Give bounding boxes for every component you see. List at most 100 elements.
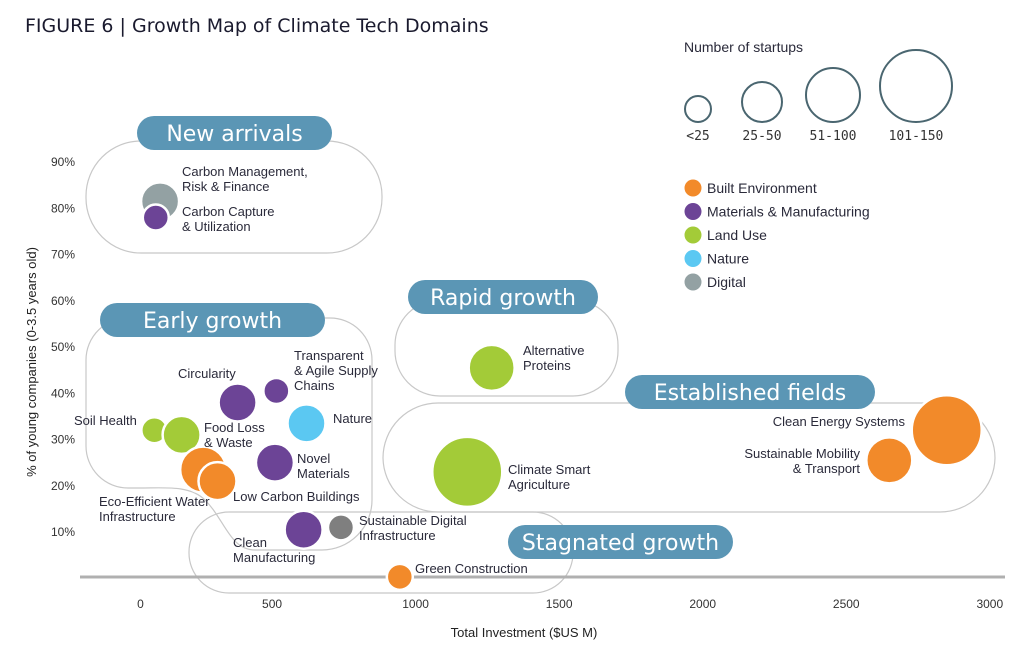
y-tick-label: 70%	[51, 248, 75, 262]
bubble-label-line: & Transport	[793, 461, 861, 476]
x-tick-label: 2000	[689, 597, 716, 611]
bubble-clean-manufacturing	[283, 509, 324, 550]
bubble-label: Low Carbon Buildings	[233, 489, 360, 504]
bubble-label-line: & Agile Supply	[294, 363, 378, 378]
bubble-label-line: Proteins	[523, 358, 571, 373]
group-pill-1	[100, 303, 325, 337]
bubble-label-line: Novel	[297, 451, 330, 466]
bubble-label: Clean Manufacturing	[233, 535, 315, 565]
x-tick-label: 0	[137, 597, 144, 611]
bubble-label-line: Manufacturing	[233, 550, 315, 565]
group-pill-3	[625, 375, 875, 409]
bubble-sustainable-mobility-transport	[865, 436, 914, 485]
legend-swatch	[684, 226, 702, 244]
legend-label: Digital	[707, 274, 746, 290]
legend-label: Materials & Manufacturing	[707, 204, 870, 220]
bubble-label: Carbon Management, Risk & Finance	[182, 164, 308, 194]
bubble-label: Alternative Proteins	[523, 343, 584, 373]
bubble-label-line: Low Carbon Buildings	[233, 489, 360, 504]
y-tick-label: 90%	[51, 155, 75, 169]
bubble-label: Circularity	[178, 366, 236, 381]
group-pill-2	[408, 280, 598, 314]
y-tick-label: 80%	[51, 201, 75, 215]
bubble-label: Food Loss & Waste	[204, 420, 265, 450]
bubble-label: Eco-Efficient Water Infrastructure	[99, 494, 210, 524]
group-outline-2	[394, 299, 619, 397]
x-tick-label: 1000	[402, 597, 429, 611]
bubble-label-line: Sustainable Mobility	[744, 446, 860, 461]
bubble-label-line: Nature	[333, 411, 372, 426]
bubble-label-line: Carbon Capture	[182, 204, 275, 219]
group-outline-3	[382, 402, 996, 513]
bubble-label: Transparent & Agile Supply Chains	[294, 348, 378, 393]
bubble-label-line: Clean Energy Systems	[773, 414, 906, 429]
bubble-alternative-proteins	[467, 343, 516, 393]
bubble-green-construction	[385, 562, 415, 592]
bubble-novel-materials	[254, 442, 296, 483]
group-label: Stagnated growth	[522, 531, 719, 556]
group-pill-4	[508, 525, 733, 559]
bubble-label-line: & Waste	[204, 435, 253, 450]
bubble-label-line: Food Loss	[204, 420, 265, 435]
figure-title: FIGURE 6 | Growth Map of Climate Tech Do…	[25, 15, 489, 37]
size-legend-circle	[805, 67, 861, 123]
size-legend-circle	[684, 95, 712, 123]
bubble-label-line: Green Construction	[415, 561, 528, 576]
bubble-label: Sustainable Digital Infrastructure	[359, 513, 467, 543]
y-tick-label: 50%	[51, 340, 75, 354]
bubble-label-line: Eco-Efficient Water	[99, 494, 210, 509]
x-tick-label: 3000	[976, 597, 1003, 611]
bubble-label-line: Climate Smart	[508, 462, 591, 477]
size-legend-label: 101-150	[889, 129, 944, 144]
y-tick-label: 30%	[51, 433, 75, 447]
x-tick-label: 500	[262, 597, 282, 611]
group-label: Early growth	[143, 309, 282, 334]
x-tick-label: 1500	[546, 597, 573, 611]
y-axis-title: % of young companies (0-3.5 years old)	[24, 247, 39, 477]
bubble-carbon-capture-utilization	[141, 203, 171, 232]
bubble-label: Climate Smart Agriculture	[508, 462, 591, 492]
bubble-label: Nature	[333, 411, 372, 426]
size-legend-circle	[879, 49, 953, 123]
x-tick-label: 2500	[833, 597, 860, 611]
size-legend-title: Number of startups	[684, 39, 803, 55]
size-legend-label: 51-100	[810, 129, 857, 144]
bubble-clean-energy-systems	[910, 394, 983, 467]
bubble-label: Clean Energy Systems	[773, 414, 906, 429]
bubble-label: Soil Health	[74, 413, 137, 428]
group-label: New arrivals	[166, 122, 302, 147]
bubble-low-carbon-buildings	[197, 460, 238, 502]
bubble-label-line: Risk & Finance	[182, 179, 269, 194]
bubble-label-line: Soil Health	[74, 413, 137, 428]
bubble-label: Novel Materials	[297, 451, 350, 481]
size-legend-circle	[741, 81, 783, 123]
y-tick-label: 20%	[51, 479, 75, 493]
bubble-label: Green Construction	[415, 561, 528, 576]
group-outline-1	[85, 317, 373, 551]
bubble-circularity	[217, 382, 258, 423]
bubble-transparent-agile-supply-chains	[262, 376, 291, 406]
legend-swatch	[684, 203, 702, 220]
y-tick-label: 60%	[51, 294, 75, 308]
bubble-label-line: Agriculture	[508, 477, 570, 492]
bubble-label-line: Circularity	[178, 366, 236, 381]
legend-label: Built Environment	[707, 180, 817, 196]
group-label: Rapid growth	[430, 286, 576, 311]
bubble-nature	[286, 403, 327, 444]
bubble-climate-smart-agriculture	[431, 435, 504, 509]
bubble-label: Sustainable Mobility & Transport	[744, 446, 860, 476]
legend-swatch	[684, 179, 702, 197]
bubble-label-line: Infrastructure	[99, 509, 176, 524]
bubble-label-line: Carbon Management,	[182, 164, 308, 179]
legend-swatch	[684, 273, 702, 291]
group-pill-0	[137, 116, 332, 150]
bubble-label-line: & Utilization	[182, 219, 251, 234]
y-tick-label: 10%	[51, 525, 75, 539]
bubble-sustainable-digital-infrastructure	[326, 513, 356, 542]
bubble-label-line: Transparent	[294, 348, 364, 363]
bubble-label-line: Materials	[297, 466, 350, 481]
bubble-label-line: Alternative	[523, 343, 584, 358]
y-tick-label: 40%	[51, 386, 75, 400]
